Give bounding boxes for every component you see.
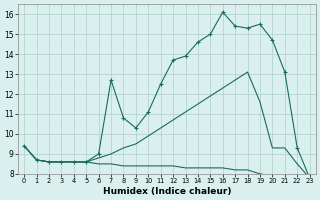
X-axis label: Humidex (Indice chaleur): Humidex (Indice chaleur) (103, 187, 231, 196)
